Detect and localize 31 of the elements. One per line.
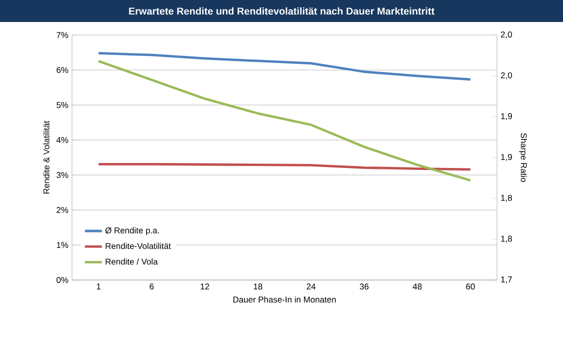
y-tick-label: 3% — [56, 172, 68, 178]
x-tick-label: 1 — [96, 284, 101, 290]
y2-tick-label: 2,0 — [500, 72, 512, 80]
y2-tick-label: 1,9 — [501, 113, 512, 120]
legend-label: Ø Rendite p.a. — [105, 227, 159, 236]
y-tick-label: 2% — [56, 207, 68, 213]
y-tick-label: 0% — [56, 277, 68, 283]
legend-label: Rendite / Vola — [106, 258, 158, 265]
y-tick-label: 1% — [56, 242, 68, 248]
y2-tick-label: 1,7 — [501, 276, 512, 284]
x-tick-label: 18 — [254, 284, 262, 290]
x-tick-label: 24 — [306, 284, 316, 290]
y2-axis-title: Sharpe Ratio — [519, 133, 528, 182]
line-series — [97, 60, 472, 182]
y-tick-label: 6% — [56, 67, 68, 73]
x-tick-label: 36 — [360, 284, 369, 290]
x-tick-label: 60 — [466, 284, 475, 290]
y-tick-label: 7% — [56, 32, 68, 38]
y2-tick-label: 1,9 — [501, 154, 512, 161]
y2-tick-label: 1,8 — [501, 236, 512, 243]
chart-title: Erwartete Rendite und Renditevolatilität nach Dauer Markteintritt — [129, 7, 434, 15]
y-tick-label: 4% — [56, 137, 68, 143]
legend-label: Rendite-Volatilität — [106, 242, 171, 249]
x-tick-label: 48 — [412, 284, 422, 290]
y2-tick-label: 2,0 — [500, 32, 512, 38]
y-axis-title: Rendite & Volatilität — [43, 120, 50, 194]
y2-tick-label: 1,8 — [501, 194, 512, 202]
x-tick-label: 6 — [150, 284, 154, 290]
x-axis-title: Dauer Phase-In in Monaten — [233, 296, 336, 303]
x-tick-label: 12 — [200, 284, 210, 290]
y-tick-label: 5% — [56, 102, 68, 108]
